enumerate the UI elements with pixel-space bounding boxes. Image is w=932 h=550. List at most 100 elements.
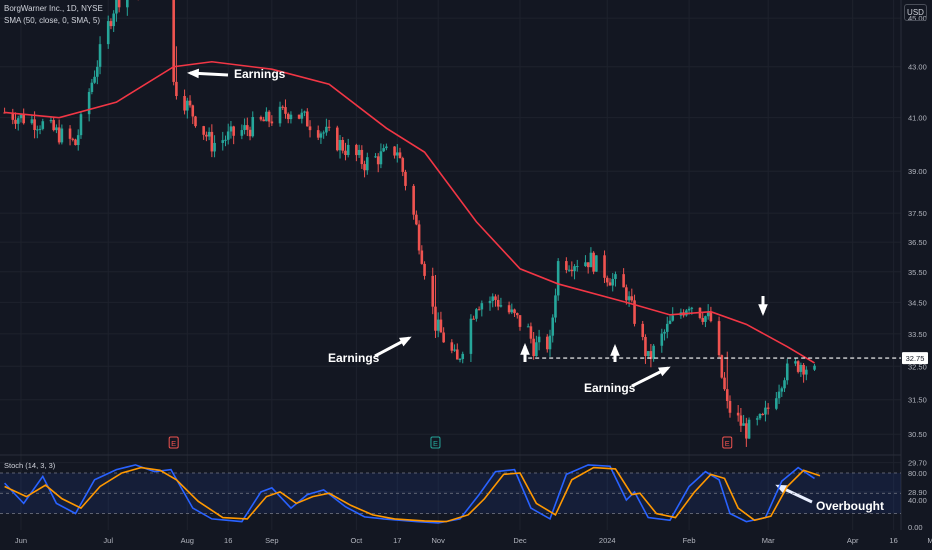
price-tick-label: 36.50 [908, 238, 927, 247]
candle-body [775, 398, 778, 409]
candle-body [794, 361, 797, 364]
time-tick-label: 16 [224, 536, 232, 545]
candle-body [510, 309, 514, 313]
candles [3, 0, 816, 447]
price-tick-label: 41.00 [908, 114, 927, 123]
candle-body [690, 307, 694, 309]
candle-body [518, 315, 522, 327]
candle-body [36, 129, 39, 131]
candle-body [385, 146, 388, 149]
stoch-d-line [4, 466, 821, 523]
candle-body [226, 131, 230, 140]
candle-body [393, 146, 396, 156]
candle-body [586, 262, 590, 268]
candle-body [76, 135, 80, 146]
candle-body [529, 326, 533, 339]
candle-body [270, 121, 274, 124]
price-tick-label: 35.50 [908, 268, 927, 277]
candle-body [565, 261, 568, 270]
candle-body [472, 318, 475, 320]
candle-body [240, 130, 244, 136]
candle-body [605, 277, 609, 283]
candle-body [535, 342, 538, 357]
candle-body [706, 312, 710, 317]
time-tick-label: 17 [393, 536, 401, 545]
candle-body [401, 158, 405, 172]
candle-body [395, 152, 399, 156]
candle-body [671, 315, 675, 321]
candle-body [625, 287, 628, 301]
time-tick-label: Nov [432, 536, 446, 545]
currency-button[interactable]: USD [904, 4, 927, 21]
earnings-event-badge-label: E [725, 439, 730, 448]
sma-line [4, 60, 815, 364]
candle-body [592, 252, 595, 272]
stoch-legend: Stoch (14, 3, 3) [4, 461, 56, 470]
candle-body [494, 296, 497, 300]
candle-body [742, 423, 745, 426]
candle-body [526, 326, 530, 328]
candle-body [475, 309, 478, 319]
candle-body [660, 333, 664, 346]
candle-body [191, 105, 195, 117]
candle-body [780, 388, 784, 392]
time-tick-label: Jun [15, 536, 27, 545]
candle-body [308, 126, 312, 131]
stoch-tick-label: 80.00 [908, 469, 927, 478]
candle-body [608, 282, 612, 286]
candle-body [115, 0, 118, 14]
candle-body [736, 412, 740, 416]
candle-body [420, 250, 424, 264]
candle-body [319, 133, 323, 138]
earnings-arrow-1 [187, 68, 229, 79]
candle-body [739, 415, 743, 426]
candle-body [665, 323, 669, 332]
candle-body [515, 313, 519, 316]
candle-body [213, 142, 216, 152]
candle-body [30, 119, 34, 124]
candle-body [496, 299, 500, 307]
candle-body [766, 407, 770, 409]
candle-body [11, 112, 15, 120]
candle-body [126, 0, 129, 8]
candle-body [322, 132, 325, 134]
candle-body [398, 152, 402, 159]
candle-body [325, 126, 328, 133]
earnings-arrow-2 [374, 336, 412, 358]
candle-body [93, 76, 96, 83]
candle-body [19, 114, 23, 119]
candle-body [210, 131, 214, 152]
candle-body [491, 296, 495, 301]
candle-body [755, 418, 759, 420]
candle-body [720, 355, 724, 378]
price-tick-label: 34.50 [908, 298, 927, 307]
candle-body [194, 116, 197, 127]
candle-body [513, 309, 516, 314]
candle-body [262, 119, 265, 122]
candle-body [52, 120, 55, 131]
candle-body [431, 275, 435, 307]
candle-body [22, 114, 25, 124]
candle-body [802, 364, 805, 375]
price-tick-label: 32.50 [908, 362, 927, 371]
candle-body [499, 305, 503, 307]
candle-body [16, 118, 20, 124]
earnings-event-badge-label: E [433, 439, 438, 448]
candle-body [338, 140, 342, 151]
candle-body [265, 111, 268, 122]
candle-body [630, 296, 634, 301]
candle-body [423, 263, 426, 276]
candle-body [709, 312, 713, 322]
candle-body [611, 278, 615, 286]
candle-body [259, 117, 263, 120]
candle-body [284, 107, 287, 114]
candle-body [229, 126, 233, 132]
price-tick-label: 37.50 [908, 209, 927, 218]
candle-body [251, 117, 255, 137]
candle-body [717, 321, 721, 356]
candle-body [537, 336, 541, 343]
candle-body [106, 21, 110, 45]
candle-body [649, 351, 653, 359]
candle-body [207, 131, 211, 137]
